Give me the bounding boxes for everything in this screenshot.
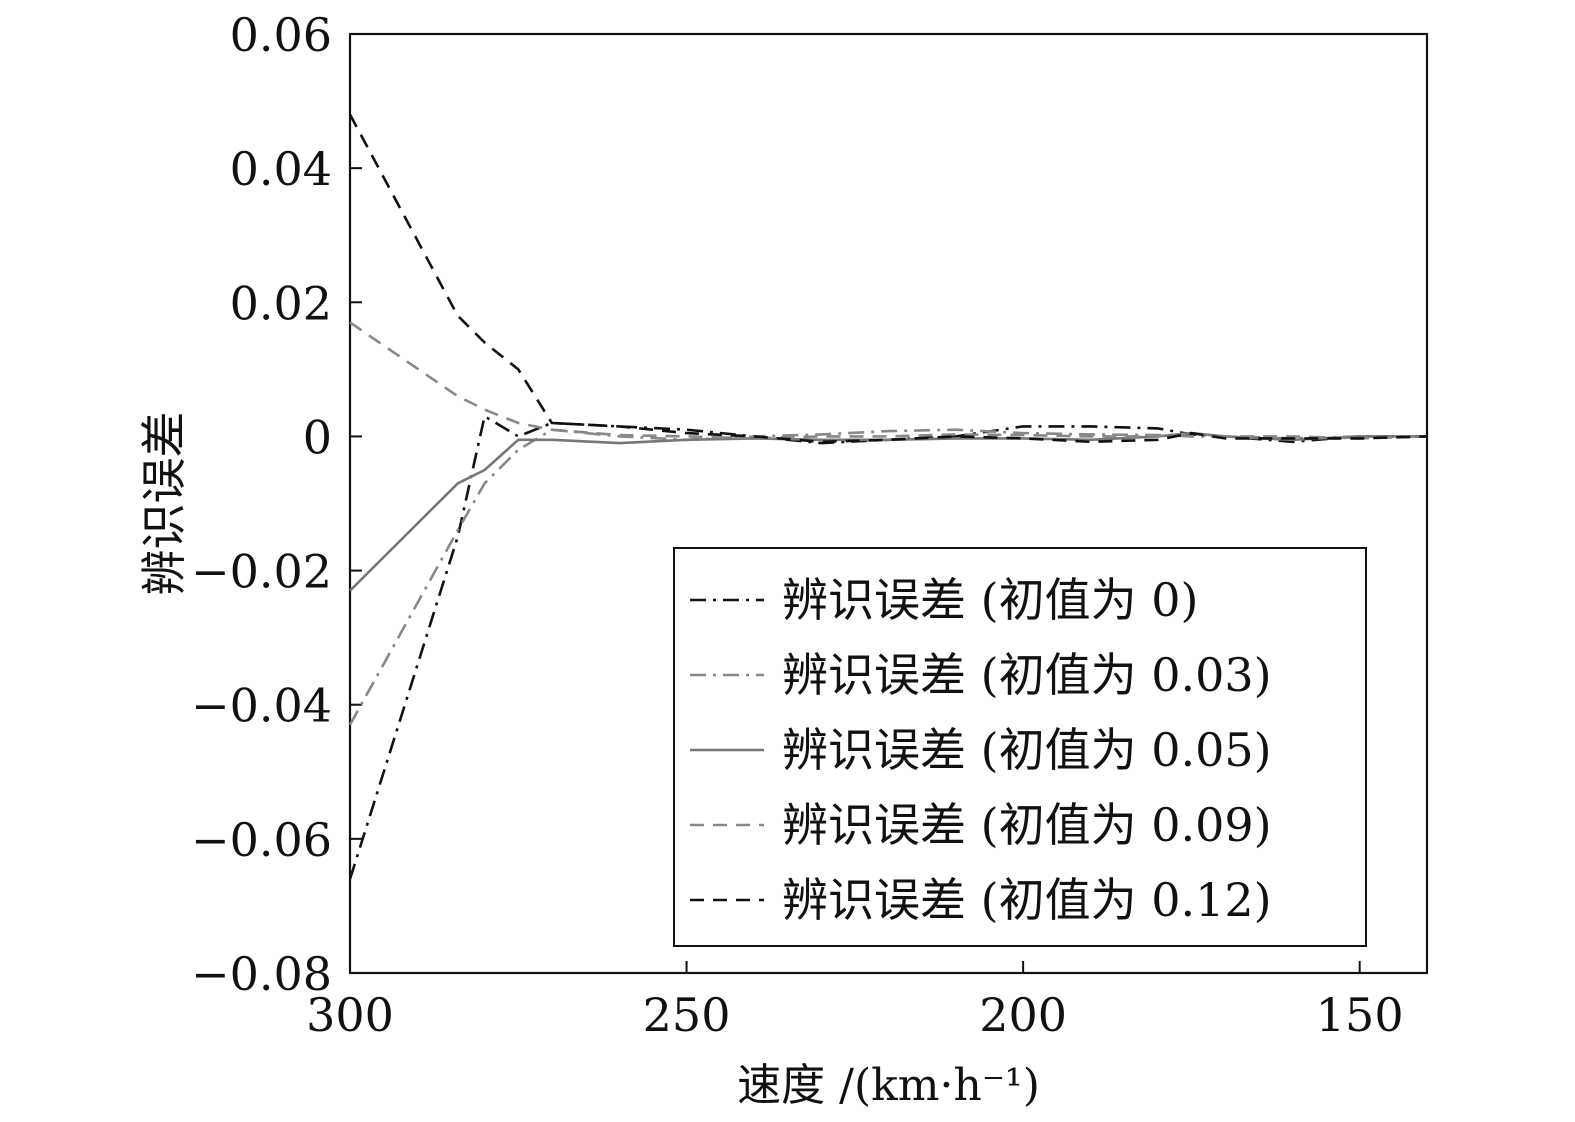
legend: 辨识误差 (初值为 0) 辨识误差 (初值为 0.03) 辨识误差 (初值为 0.0… bbox=[673, 547, 1367, 947]
y-tick-label: 0 bbox=[303, 410, 332, 464]
axes: −0.08 −0.06 −0.04 −0.02 0 0.02 0.04 0.06 300 250 2… bbox=[137, 8, 1429, 1111]
y-tick-label: −0.04 bbox=[191, 679, 332, 733]
y-tick-label: 0.04 bbox=[230, 142, 332, 196]
series-layer bbox=[348, 113, 1428, 880]
legend-label-2: 辨识误差 (初值为 0.03) bbox=[782, 648, 1272, 702]
legend-label-4: 辨识误差 (初值为 0.09) bbox=[782, 798, 1272, 852]
legend-box bbox=[673, 547, 1367, 947]
legend-label-5: 辨识误差 (初值为 0.12) bbox=[782, 873, 1272, 927]
series-line-5 bbox=[348, 113, 1428, 444]
x-tick-label: 150 bbox=[1316, 988, 1404, 1042]
series-line-4 bbox=[349, 321, 1428, 440]
y-tick-label: −0.06 bbox=[191, 813, 332, 867]
y-axis-label: 辨识误差 bbox=[137, 412, 191, 596]
legend-label-3: 辨识误差 (初值为 0.05) bbox=[782, 723, 1272, 777]
y-tick-label: −0.08 bbox=[191, 947, 332, 1001]
y-tick-label: 0.06 bbox=[230, 8, 332, 62]
x-axis-label: 速度 /(km·h⁻¹) bbox=[737, 1060, 1040, 1111]
x-tick-label: 300 bbox=[306, 988, 394, 1042]
legend-label-1: 辨识误差 (初值为 0) bbox=[782, 573, 1198, 627]
y-tick-label: −0.02 bbox=[191, 545, 332, 599]
x-tick-label: 250 bbox=[643, 988, 731, 1042]
plot-frame bbox=[348, 32, 1429, 975]
y-tick-label: 0.02 bbox=[230, 276, 332, 330]
x-tick-label: 200 bbox=[979, 988, 1067, 1042]
